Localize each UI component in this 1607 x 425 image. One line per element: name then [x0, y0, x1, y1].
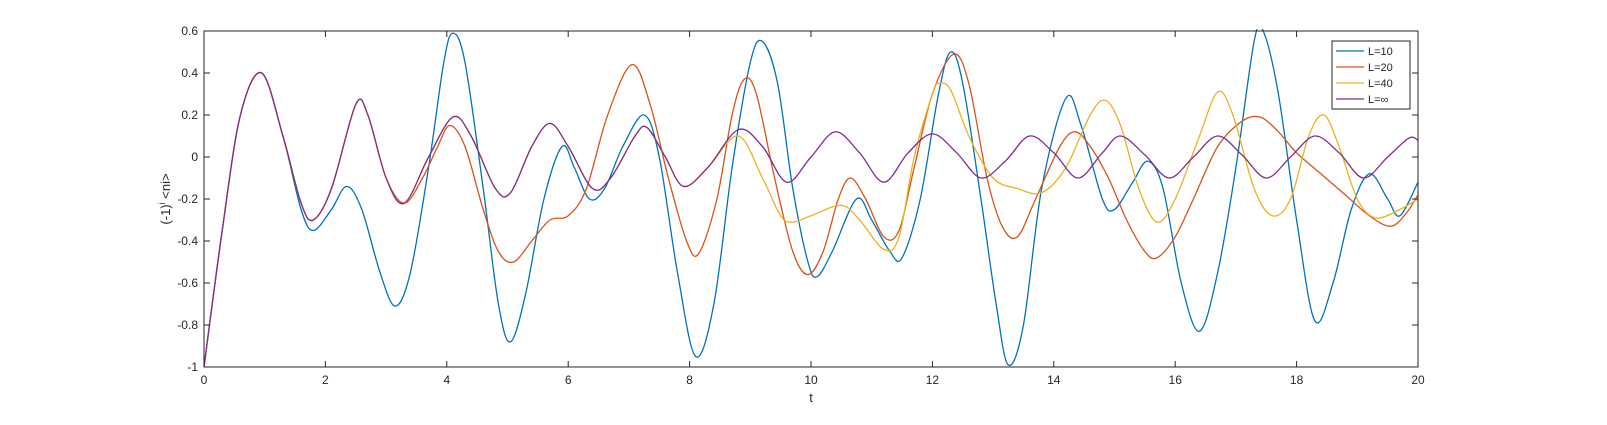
legend-entry-label: L=20 — [1368, 62, 1393, 74]
legend-entry-label: L=40 — [1368, 78, 1393, 90]
y-axis-label-base: (-1) — [158, 204, 173, 224]
y-axis-label-rest: <ni> — [158, 173, 173, 202]
legend-box — [1331, 40, 1411, 110]
axes-box — [203, 30, 1419, 368]
x-tick-label: 18 — [1290, 373, 1304, 387]
x-tick-label: 8 — [686, 373, 693, 387]
y-axis-label-superscript: i — [157, 202, 167, 204]
y-tick-label: -0.6 — [177, 276, 198, 290]
y-axis: -1 -0.8 -0.6 -0.4 -0.2 0 0.2 0.4 0.6 — [177, 24, 1418, 374]
series-line-4 — [204, 72, 1418, 368]
legend-entry-label: L=∞ — [1368, 94, 1388, 106]
y-tick-label: 0.4 — [181, 66, 198, 80]
series-line-1 — [204, 29, 1418, 368]
y-tick-label: -0.2 — [177, 192, 198, 206]
y-tick-label: -0.8 — [177, 318, 198, 332]
x-tick-label: 20 — [1411, 373, 1425, 387]
series-line-3 — [204, 72, 1418, 368]
x-tick-label: 10 — [804, 373, 818, 387]
y-tick-label: 0.6 — [181, 24, 198, 38]
x-axis: 0 2 4 6 8 10 12 14 16 18 20 — [201, 31, 1425, 387]
x-axis-label: t — [809, 390, 813, 405]
legend: L=10 L=20 L=40 L=∞ — [1331, 40, 1411, 110]
series-line-2 — [204, 53, 1418, 368]
y-tick-label: -1 — [187, 360, 198, 374]
legend-entry-label: L=10 — [1368, 46, 1393, 58]
x-tick-label: 4 — [443, 373, 450, 387]
y-axis-label: (-1)i <ni> — [157, 173, 173, 224]
x-tick-label: 2 — [322, 373, 329, 387]
y-tick-label: 0.2 — [181, 108, 198, 122]
x-tick-label: 16 — [1169, 373, 1183, 387]
x-tick-label: 12 — [926, 373, 940, 387]
x-tick-label: 6 — [565, 373, 572, 387]
x-tick-label: 0 — [201, 373, 208, 387]
y-tick-label: -0.4 — [177, 234, 198, 248]
x-tick-label: 14 — [1047, 373, 1061, 387]
y-tick-label: 0 — [191, 150, 198, 164]
series-layer — [204, 29, 1418, 368]
